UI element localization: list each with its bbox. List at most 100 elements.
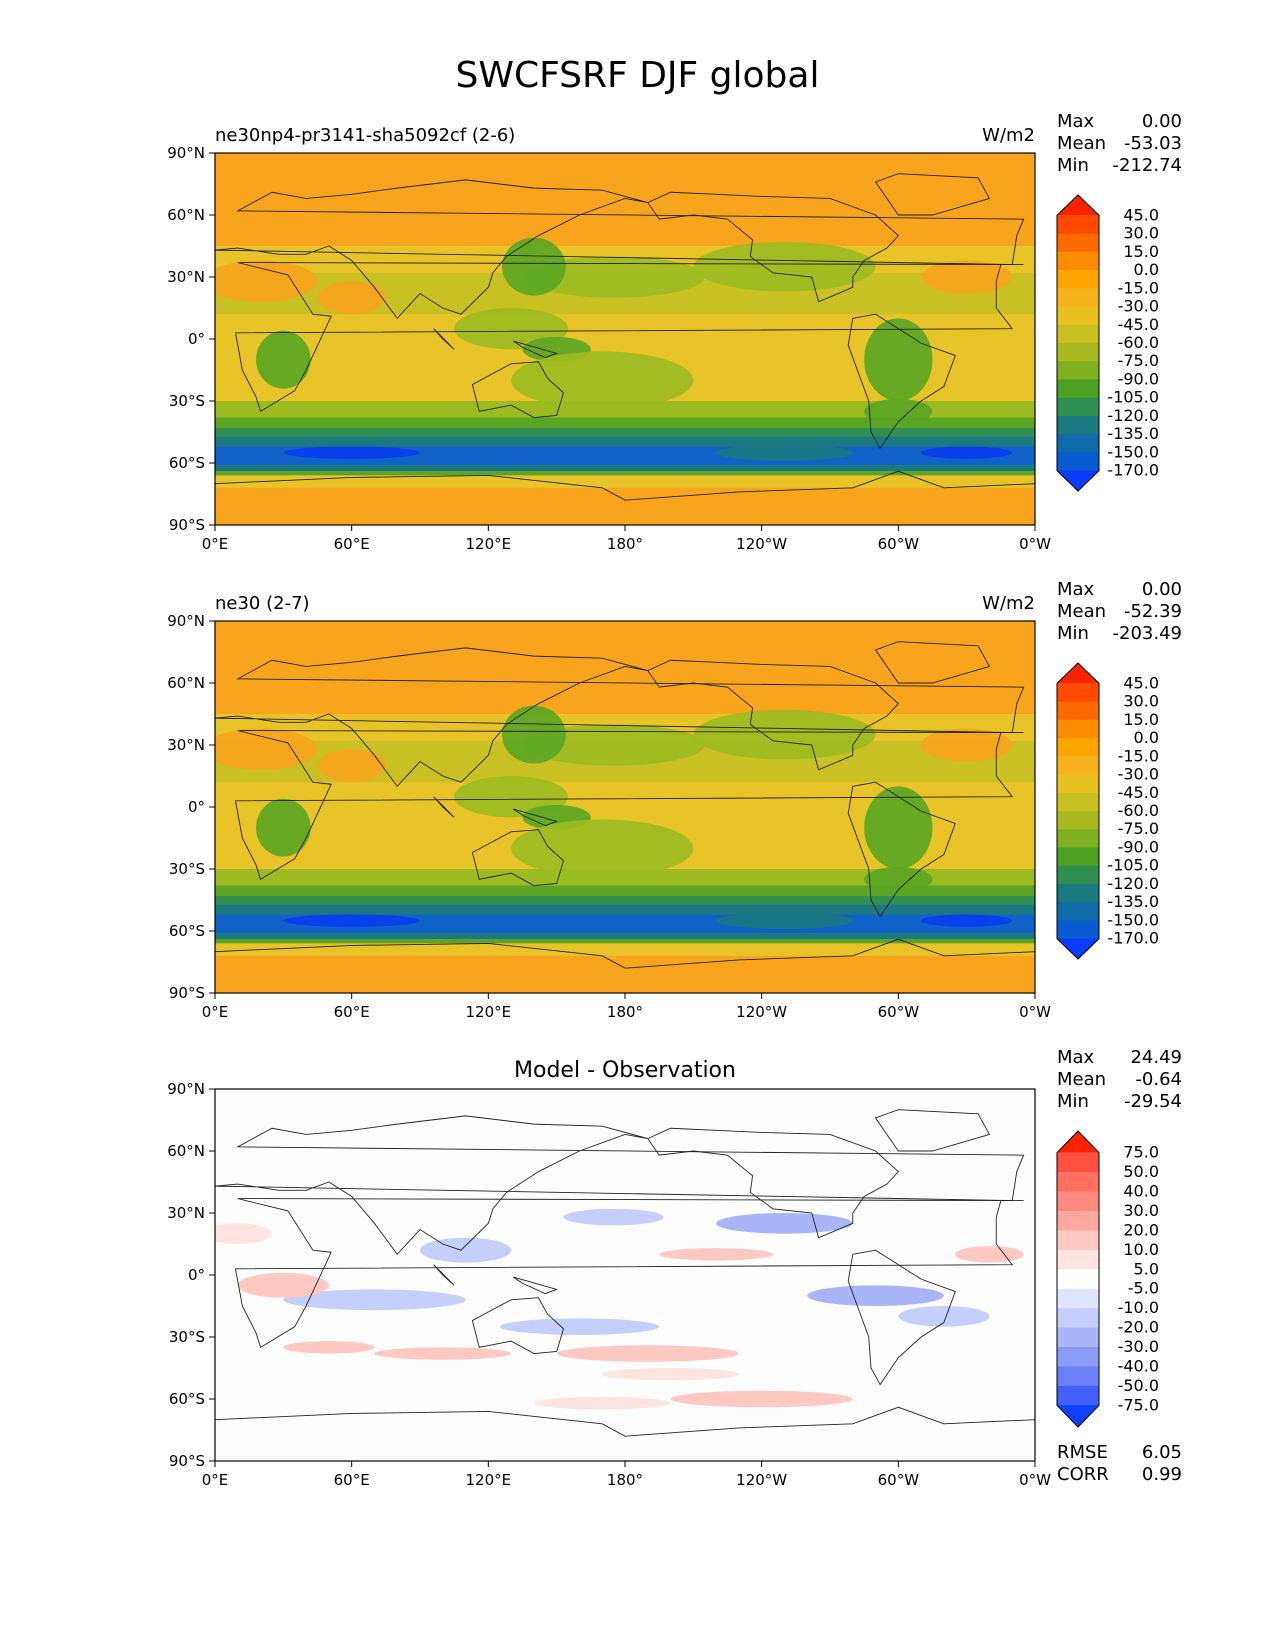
y-tick-label: 90°S [169, 1452, 205, 1470]
y-tick-label: 90°N [167, 1080, 205, 1098]
colorbar-level-label: -20.0 [1118, 1318, 1159, 1337]
colorbar-level-label: -135.0 [1107, 892, 1159, 911]
colorbar-level-label: 10.0 [1123, 1240, 1159, 1259]
colorbar-level-label: -30.0 [1118, 765, 1159, 784]
field-blob [522, 724, 705, 766]
x-tick-label: 180° [607, 1003, 643, 1021]
coastline [215, 1406, 1035, 1461]
difference-blob [670, 1390, 853, 1408]
coastline [234, 1198, 1024, 1349]
latitude-band [215, 869, 1035, 886]
colorbar-segment [1057, 920, 1099, 940]
extra-stat-label: CORR [1057, 1464, 1109, 1485]
x-tick-label: 120°W [736, 1471, 787, 1489]
colorbar-segment [1057, 251, 1099, 271]
difference-blob [374, 1347, 512, 1360]
colorbar-segment [1057, 1230, 1099, 1251]
field-blob [693, 241, 876, 292]
difference-blob [283, 1341, 375, 1354]
x-tick-label: 60°W [878, 1471, 920, 1489]
y-tick-label: 90°N [167, 144, 205, 162]
difference-blob [659, 1248, 774, 1261]
colorbar-segment [1057, 701, 1099, 721]
difference-blob [602, 1368, 739, 1381]
latitude-band [215, 436, 1035, 447]
x-tick-label: 0°W [1019, 1003, 1051, 1021]
y-tick-label: 0° [188, 330, 205, 348]
stat-value: -0.64 [1135, 1069, 1182, 1090]
y-tick-label: 30°N [167, 736, 205, 754]
coastline [513, 340, 559, 359]
field-blob [921, 914, 1013, 927]
stat-label: Min [1057, 155, 1089, 176]
field-blob [317, 281, 386, 315]
difference-blob [283, 1289, 466, 1311]
colorbar-level-label: -15.0 [1118, 746, 1159, 765]
y-tick-label: 60°S [169, 1390, 205, 1408]
colorbar-level-label: -10.0 [1118, 1298, 1159, 1317]
colorbar-segment [1057, 1249, 1099, 1270]
colorbar-segment [1057, 361, 1099, 380]
coastline [513, 1276, 559, 1295]
y-tick-label: 60°N [167, 674, 205, 692]
colorbar-segment [1057, 829, 1099, 848]
colorbar-segment [1057, 1210, 1099, 1231]
colorbar-level-label: -45.0 [1118, 315, 1159, 334]
y-tick-label: 60°N [167, 206, 205, 224]
latitude-band [215, 904, 1035, 915]
colorbar-outline [1056, 194, 1100, 492]
field-blob [502, 705, 566, 764]
x-tick-label: 60°E [334, 535, 370, 553]
coastline [215, 647, 1025, 788]
colorbar-level-label: -150.0 [1107, 442, 1159, 461]
coastline [215, 1115, 1025, 1256]
latitude-band [215, 939, 1035, 944]
colorbar-extend-bottom [1057, 938, 1099, 959]
colorbar-segment [1057, 233, 1099, 253]
field-blob [921, 260, 1013, 294]
colorbar-level-label: -50.0 [1118, 1376, 1159, 1395]
colorbar-segment [1057, 397, 1099, 417]
field-blob [693, 709, 876, 760]
panel-title-left: ne30 (2-7) [215, 593, 310, 614]
colorbar-level-label: 40.0 [1123, 1182, 1159, 1201]
field-blob [921, 446, 1013, 459]
stat-label: Max [1057, 111, 1095, 132]
stat-label: Max [1057, 1047, 1095, 1068]
panel-title-center: Model - Observation [514, 1058, 736, 1083]
colorbar-segment [1057, 865, 1099, 885]
colorbar: 45.030.015.00.0-15.0-30.0-45.0-60.0-75.0… [1056, 662, 1159, 960]
colorbar-level-label: -90.0 [1118, 837, 1159, 856]
colorbar-extend-bottom [1057, 470, 1099, 491]
colorbar-segment [1057, 1269, 1099, 1290]
x-tick-label: 0°W [1019, 1471, 1051, 1489]
y-tick-label: 0° [188, 798, 205, 816]
x-tick-label: 0°E [202, 1003, 229, 1021]
difference-blob [237, 1272, 329, 1298]
x-tick-label: 180° [607, 1471, 643, 1489]
x-tick-label: 120°E [466, 535, 512, 553]
colorbar-outline [1056, 1130, 1100, 1428]
colorbar-level-label: 30.0 [1123, 1201, 1159, 1220]
colorbar: 45.030.015.00.0-15.0-30.0-45.0-60.0-75.0… [1056, 194, 1159, 492]
colorbar-level-label: -150.0 [1107, 910, 1159, 929]
colorbar-segment [1057, 1347, 1099, 1367]
figure-title: SWCFSRF DJF global [455, 55, 820, 96]
stat-label: Mean [1057, 1069, 1106, 1090]
colorbar-segment [1057, 324, 1099, 344]
coastline [215, 938, 1035, 993]
field-blob [317, 749, 386, 783]
y-tick-label: 30°N [167, 1204, 205, 1222]
x-tick-label: 0°W [1019, 535, 1051, 553]
colorbar-segment [1057, 288, 1099, 308]
latitude-band [215, 471, 1035, 476]
coastline [874, 641, 991, 684]
colorbar-segment [1057, 756, 1099, 776]
colorbar-level-label: -90.0 [1118, 369, 1159, 388]
colorbar-segment [1057, 902, 1099, 921]
colorbar-level-label: 75.0 [1123, 1143, 1159, 1162]
colorbar-level-label: -120.0 [1107, 874, 1159, 893]
colorbar-segment [1057, 1366, 1099, 1387]
field-blob [522, 256, 705, 298]
difference-blob [563, 1208, 664, 1226]
